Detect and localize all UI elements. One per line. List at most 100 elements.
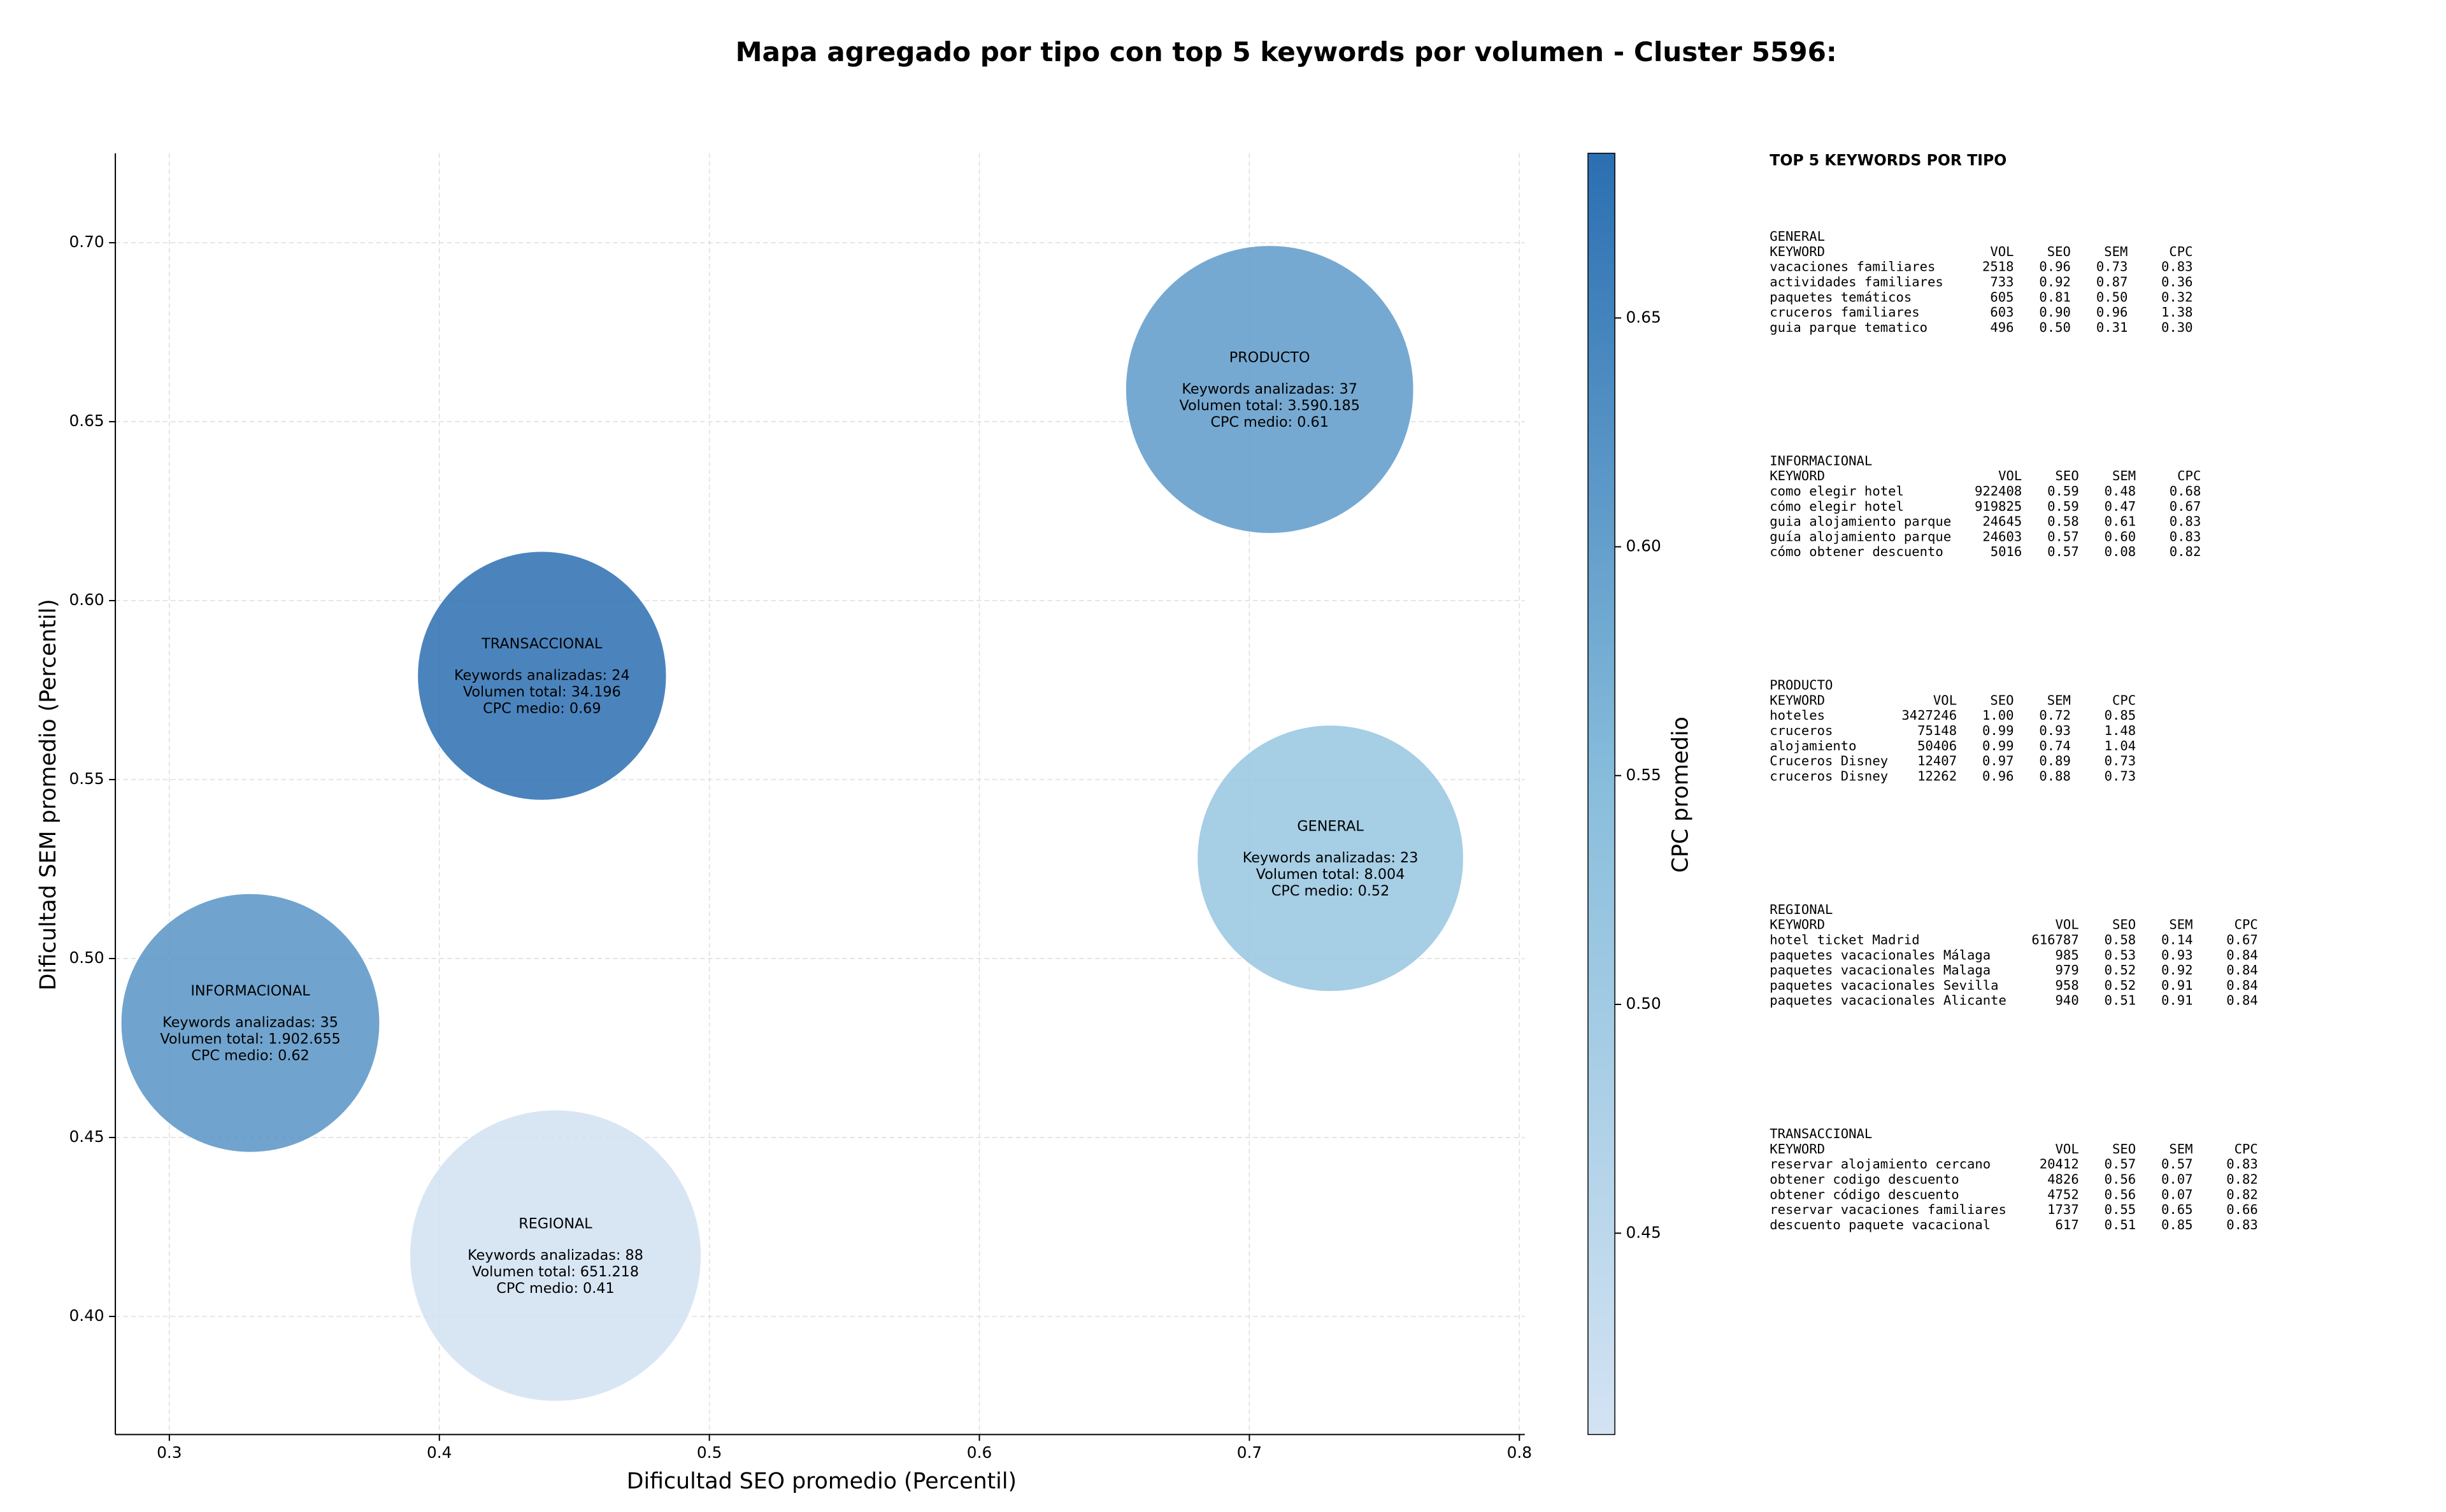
table-cell: 0.58 <box>2105 932 2136 947</box>
table-header: SEM <box>2169 917 2192 932</box>
table-header: KEYWORD <box>1770 468 1825 483</box>
table-header: CPC <box>2235 1141 2258 1157</box>
table-cell: alojamiento <box>1770 738 1856 753</box>
panel-title: TOP 5 KEYWORDS POR TIPO <box>1770 152 2006 169</box>
table-cell: 50406 <box>1917 738 1957 753</box>
table-cell: 0.51 <box>2105 1217 2136 1232</box>
table-cell: 0.83 <box>2226 1157 2258 1172</box>
table-header: KEYWORD <box>1770 1141 1825 1157</box>
table-cell: 0.82 <box>2226 1187 2258 1202</box>
y-tick-label: 0.70 <box>69 232 104 251</box>
table-cell: 0.99 <box>1982 723 2014 738</box>
table-header: VOL <box>1990 244 2013 259</box>
table-cell: 616787 <box>2031 932 2078 947</box>
table-cell: 0.59 <box>2047 483 2079 499</box>
bubble-label: GENERAL <box>1297 818 1364 835</box>
table-header: KEYWORD <box>1770 917 1825 932</box>
table-cell: 0.07 <box>2161 1187 2193 1202</box>
table-header: SEM <box>2104 244 2128 259</box>
table-cell: 0.56 <box>2105 1187 2136 1202</box>
table-cell: 0.57 <box>2161 1157 2193 1172</box>
table-cell: 75148 <box>1917 723 1957 738</box>
section-title: PRODUCTO <box>1770 678 1833 693</box>
table-cell: 0.96 <box>2096 304 2128 320</box>
table-cell: 0.82 <box>2170 544 2201 559</box>
bubble-annotation: Volumen total: 34.196 <box>463 684 621 701</box>
y-axis-label: Dificultad SEM promedio (Percentil) <box>36 599 61 990</box>
table-cell: 0.58 <box>2047 514 2079 529</box>
table-cell: Cruceros Disney <box>1770 753 1888 769</box>
table-cell: 0.53 <box>2105 947 2136 962</box>
table-cell: obtener código descuento <box>1770 1187 1959 1202</box>
table-cell: 0.65 <box>2161 1202 2193 1217</box>
table-header: CPC <box>2177 468 2201 483</box>
table-cell: 1737 <box>2047 1202 2079 1217</box>
table-header: VOL <box>2056 917 2079 932</box>
x-tick-label: 0.8 <box>1507 1443 1532 1462</box>
bubble <box>120 893 380 1153</box>
table-cell: 0.56 <box>2105 1172 2136 1187</box>
x-tick-label: 0.6 <box>967 1443 992 1462</box>
table-cell: 985 <box>2056 947 2079 962</box>
table-header: VOL <box>2056 1141 2079 1157</box>
table-cell: 0.31 <box>2096 320 2128 335</box>
table-cell: 0.83 <box>2226 1217 2258 1232</box>
table-cell: paquetes vacacionales Malaga <box>1770 962 1991 978</box>
table-cell: 24603 <box>1982 529 2022 544</box>
table-header: CPC <box>2235 917 2258 932</box>
table-cell: 0.50 <box>2039 320 2071 335</box>
table-cell: 0.07 <box>2161 1172 2193 1187</box>
table-cell: 0.83 <box>2170 529 2201 544</box>
table-cell: reservar vacaciones familiares <box>1770 1202 2006 1217</box>
table-header: SEO <box>1990 692 2013 708</box>
table-header: KEYWORD <box>1770 244 1825 259</box>
y-tick-label: 0.50 <box>69 948 104 967</box>
table-header: SEO <box>2047 244 2071 259</box>
bubble-annotation: Keywords analizadas: 35 <box>162 1015 338 1031</box>
y-tick-label: 0.65 <box>69 411 104 430</box>
table-cell: 0.84 <box>2226 947 2258 962</box>
table-cell: 0.57 <box>2105 1157 2136 1172</box>
table-cell: 0.08 <box>2105 544 2136 559</box>
table-cell: 0.48 <box>2105 483 2136 499</box>
bubble-annotation: CPC medio: 0.61 <box>1210 414 1328 431</box>
colorbar-tick-label: 0.45 <box>1626 1223 1661 1241</box>
colorbar-tick-label: 0.55 <box>1626 766 1661 784</box>
table-cell: 0.52 <box>2105 978 2136 993</box>
section-title: REGIONAL <box>1770 902 1833 917</box>
table-cell: 1.48 <box>2105 723 2136 738</box>
table-cell: 0.89 <box>2039 753 2071 769</box>
table-cell: 0.83 <box>2170 514 2201 529</box>
table-cell: 0.96 <box>1982 768 2014 783</box>
table-header: SEO <box>2112 1141 2136 1157</box>
table-cell: descuento paquete vacacional <box>1770 1217 1991 1232</box>
bubble <box>1196 725 1464 992</box>
table-cell: hotel ticket Madrid <box>1770 932 1919 947</box>
table-cell: 0.84 <box>2226 993 2258 1008</box>
colorbar-tick-label: 0.60 <box>1626 537 1661 555</box>
x-tick-label: 0.4 <box>427 1443 452 1462</box>
table-cell: 0.90 <box>2039 304 2071 320</box>
table-cell: 2518 <box>1982 259 2014 275</box>
table-cell: obtener codigo descuento <box>1770 1172 1959 1187</box>
table-cell: 922408 <box>1975 483 2022 499</box>
table-cell: cruceros Disney <box>1770 768 1888 783</box>
table-cell: paquetes temáticos <box>1770 289 1912 304</box>
table-cell: 20412 <box>2040 1157 2079 1172</box>
table-cell: 0.85 <box>2105 708 2136 723</box>
table-cell: 0.91 <box>2161 993 2193 1008</box>
x-axis-label: Dificultad SEO promedio (Percentil) <box>627 1469 1017 1494</box>
table-header: SEO <box>2112 917 2136 932</box>
bubble-annotation: Volumen total: 8.004 <box>1256 866 1405 883</box>
table-cell: 0.59 <box>2047 499 2079 514</box>
colorbar-tick-label: 0.50 <box>1626 994 1661 1013</box>
table-cell: paquetes vacacionales Sevilla <box>1770 978 1998 993</box>
chart-title: Mapa agregado por tipo con top 5 keyword… <box>736 36 1837 68</box>
table-cell: 733 <box>1990 275 2013 290</box>
table-cell: 4752 <box>2047 1187 2079 1202</box>
y-tick-label: 0.45 <box>69 1127 104 1146</box>
table-cell: 0.81 <box>2039 289 2071 304</box>
table-header: CPC <box>2112 692 2136 708</box>
table-cell: paquetes vacacionales Alicante <box>1770 993 2006 1008</box>
